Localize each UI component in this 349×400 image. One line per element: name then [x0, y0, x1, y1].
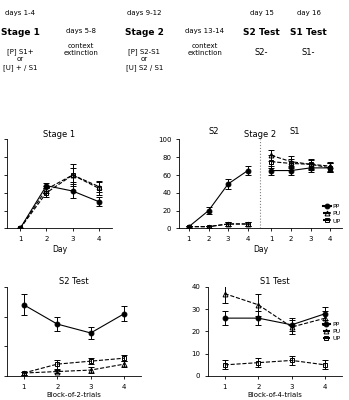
X-axis label: Block-of-2-trials: Block-of-2-trials	[46, 392, 102, 398]
Text: days 5-8: days 5-8	[66, 28, 96, 34]
Text: [P] S1+
or
[U] + / S1: [P] S1+ or [U] + / S1	[3, 48, 38, 70]
Text: context
extinction: context extinction	[187, 43, 222, 56]
Text: context
extinction: context extinction	[63, 43, 98, 56]
Title: S2 Test: S2 Test	[59, 277, 89, 286]
Title: Stage 1: Stage 1	[44, 130, 76, 139]
Text: days 13-14: days 13-14	[185, 28, 224, 34]
Text: [P] S2-S1
or
[U] S2 / S1: [P] S2-S1 or [U] S2 / S1	[126, 48, 163, 70]
X-axis label: Day: Day	[52, 245, 67, 254]
Text: day 15: day 15	[250, 10, 274, 16]
X-axis label: Block-of-4-trials: Block-of-4-trials	[247, 392, 303, 398]
Text: Stage 2: Stage 2	[125, 28, 164, 37]
Text: S2 Test: S2 Test	[243, 28, 280, 37]
Text: S2: S2	[208, 127, 218, 136]
Text: days 9-12: days 9-12	[127, 10, 162, 16]
Text: S1 Test: S1 Test	[290, 28, 327, 37]
Text: day 16: day 16	[297, 10, 320, 16]
Text: S1-: S1-	[302, 48, 315, 57]
X-axis label: Day: Day	[253, 245, 268, 254]
Text: days 1-4: days 1-4	[5, 10, 35, 16]
Text: S1: S1	[290, 127, 300, 136]
Title: Stage 2: Stage 2	[245, 130, 277, 139]
Title: S1 Test: S1 Test	[260, 277, 290, 286]
Legend: PP, PU, UP: PP, PU, UP	[323, 204, 341, 224]
Text: S2-: S2-	[255, 48, 268, 57]
Text: Stage 1: Stage 1	[1, 28, 40, 37]
Legend: PP, PU, UP: PP, PU, UP	[323, 322, 340, 342]
